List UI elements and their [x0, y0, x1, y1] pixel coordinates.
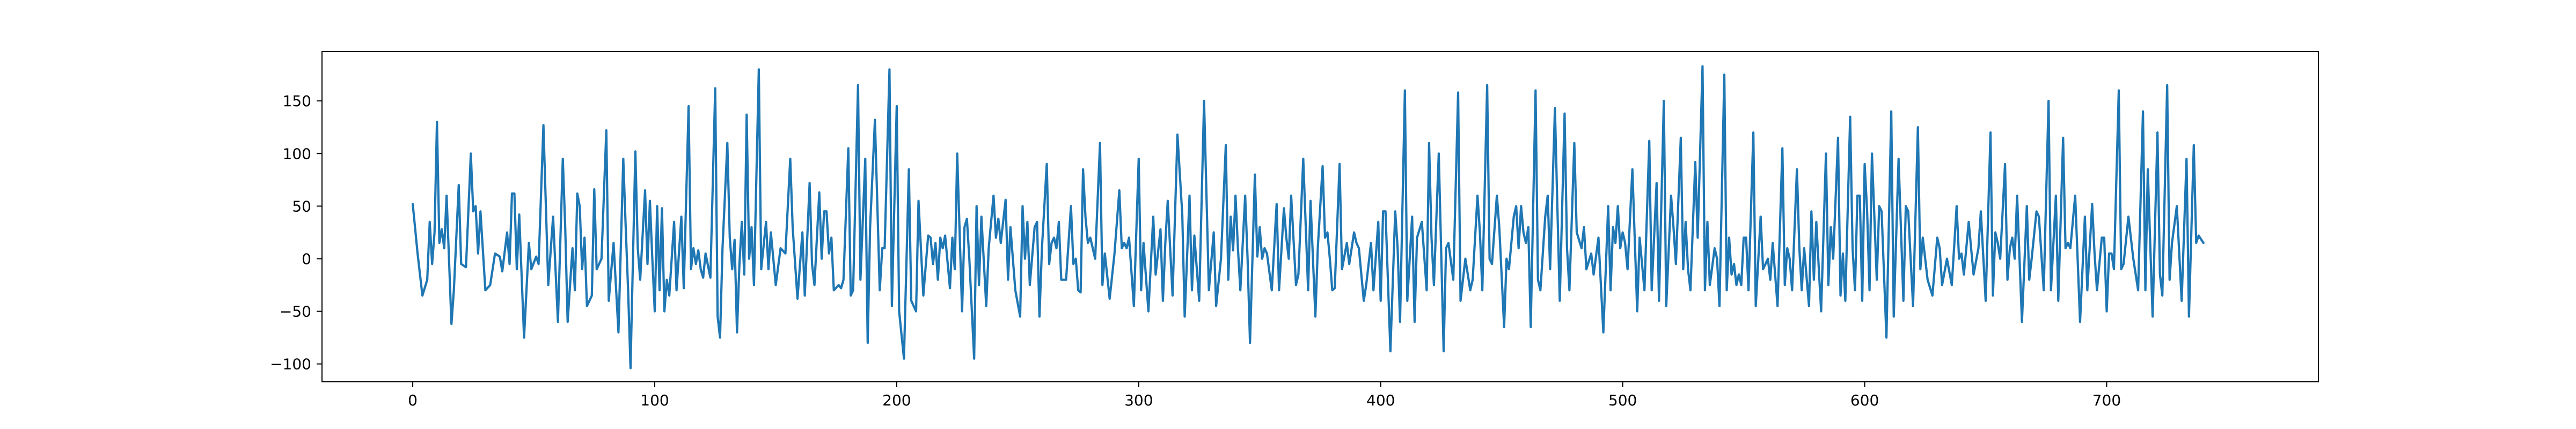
y-tick-label: 50	[292, 197, 311, 215]
y-tick-label: 150	[283, 92, 311, 110]
y-tick-label: −50	[280, 303, 311, 321]
x-tick-label: 300	[1124, 391, 1153, 409]
series-line-0	[412, 65, 2205, 369]
x-tick-label: 500	[1608, 391, 1637, 409]
x-tick-label: 600	[1850, 391, 1879, 409]
x-tick-label: 100	[640, 391, 669, 409]
series-layer	[412, 65, 2205, 369]
x-axis: 0 100 200 300 400 500 600 700	[408, 382, 2121, 409]
y-axis: −100 −50 0 50 100 150	[270, 92, 322, 373]
y-tick-label: −100	[270, 356, 311, 373]
x-tick-label: 200	[882, 391, 911, 409]
x-tick-label: 400	[1366, 391, 1395, 409]
plot-frame	[321, 51, 2319, 382]
y-tick-label: 0	[302, 250, 311, 268]
y-tick-label: 100	[283, 145, 311, 162]
x-tick-label: 700	[2092, 391, 2121, 409]
x-tick-label: 0	[408, 391, 418, 409]
